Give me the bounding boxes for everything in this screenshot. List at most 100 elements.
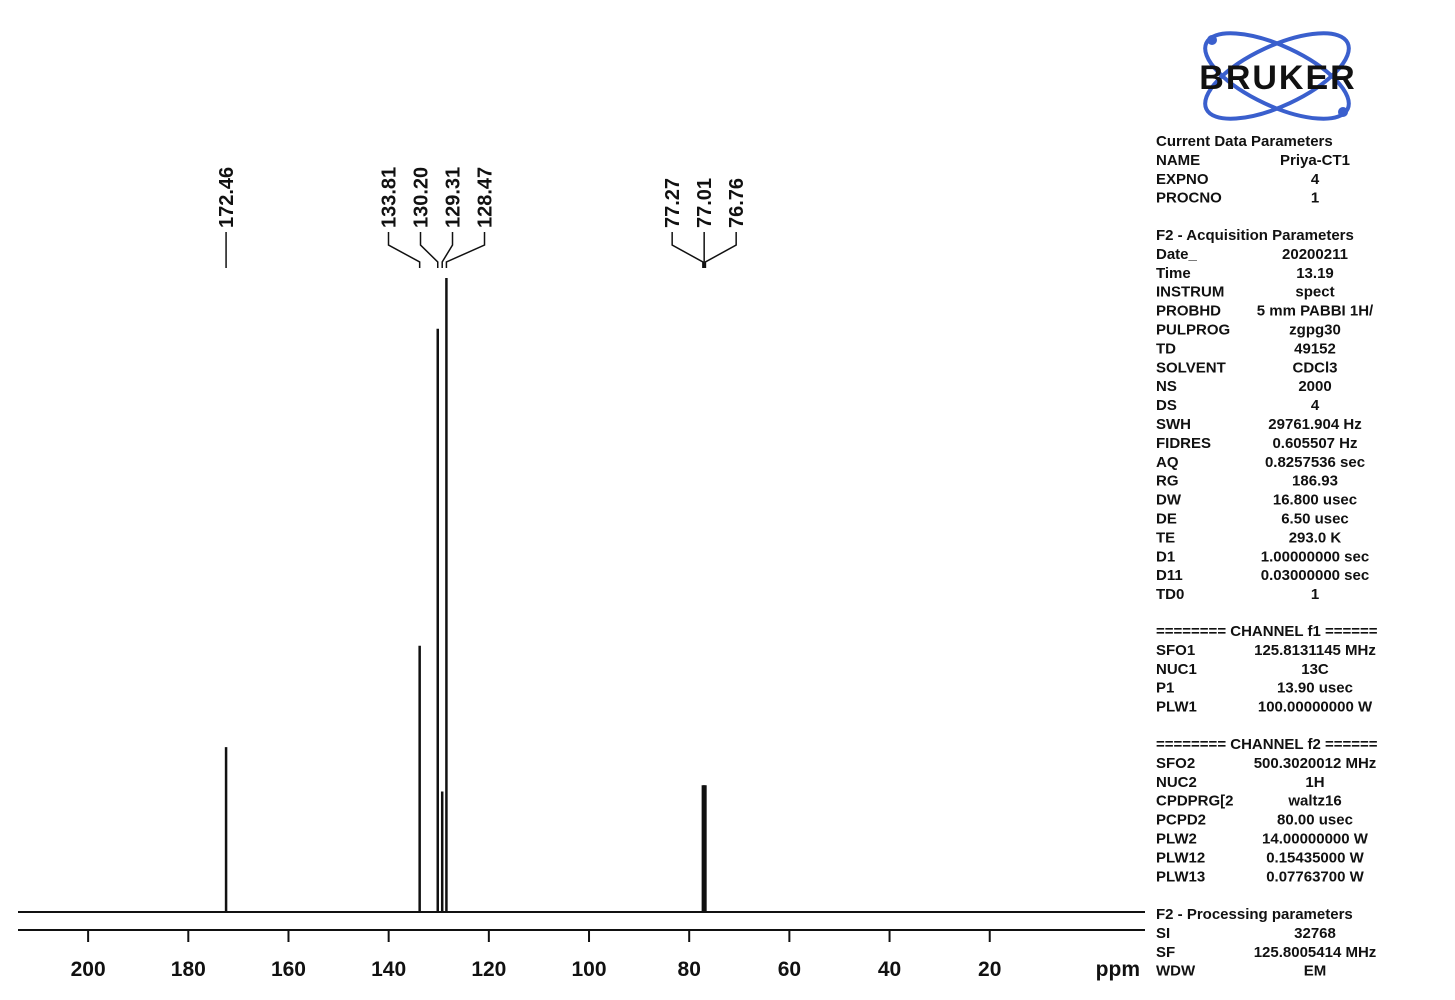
- param-value: 14.00000000 W: [1262, 831, 1369, 848]
- param-key: PCPD2: [1156, 812, 1206, 829]
- param-key: SFO1: [1156, 642, 1195, 659]
- logo-dot: [1338, 107, 1348, 117]
- x-tick-label: 80: [678, 958, 701, 981]
- peak-label: 172.46: [216, 167, 238, 228]
- param-value: 0.15435000 W: [1266, 849, 1364, 866]
- param-key: WDW: [1156, 963, 1196, 980]
- peak-connector: [387, 232, 421, 268]
- param-value: 2000: [1298, 378, 1331, 395]
- param-key: SI: [1156, 925, 1170, 942]
- peak-connector: [441, 232, 454, 268]
- param-value: 4: [1311, 397, 1320, 414]
- param-key: PROBHD: [1156, 303, 1221, 320]
- param-value: spect: [1295, 284, 1334, 301]
- param-key: PLW1: [1156, 699, 1197, 716]
- x-tick-label: 20: [978, 958, 1001, 981]
- param-key: D1: [1156, 548, 1175, 565]
- param-value: zgpg30: [1289, 322, 1341, 339]
- param-value: 20200211: [1282, 246, 1348, 263]
- param-value: 5 mm PABBI 1H/: [1257, 303, 1374, 320]
- param-section-title: F2 - Acquisition Parameters: [1156, 227, 1354, 244]
- param-key: DS: [1156, 397, 1177, 414]
- param-key: EXPNO: [1156, 171, 1209, 188]
- logo: BRUKER: [1199, 31, 1356, 121]
- param-key: PLW2: [1156, 831, 1197, 848]
- param-key: PLW12: [1156, 849, 1205, 866]
- param-value: 100.00000000 W: [1258, 699, 1373, 716]
- peak-label: 76.76: [726, 178, 748, 228]
- param-value: 13C: [1301, 661, 1329, 678]
- x-tick-label: 200: [71, 958, 106, 981]
- param-key: TD: [1156, 340, 1176, 357]
- x-tick-label: 160: [271, 958, 306, 981]
- param-value: 6.50 usec: [1281, 511, 1349, 528]
- peak-label: 133.81: [379, 167, 401, 228]
- param-value: EM: [1304, 963, 1327, 980]
- param-value: 0.605507 Hz: [1272, 435, 1357, 452]
- peak-label: 130.20: [411, 167, 433, 228]
- param-value: CDCl3: [1292, 359, 1337, 376]
- param-key: TD0: [1156, 586, 1184, 603]
- param-value: 1.00000000 sec: [1261, 548, 1369, 565]
- logo-orbit: [1203, 31, 1351, 121]
- param-key: NUC1: [1156, 661, 1197, 678]
- x-tick-label: 120: [471, 958, 506, 981]
- peak-label: 129.31: [443, 167, 465, 228]
- param-key: NS: [1156, 378, 1177, 395]
- peak-label: 77.27: [662, 178, 684, 228]
- peak-connector: [419, 232, 439, 268]
- param-value: 4: [1311, 171, 1320, 188]
- param-key: P1: [1156, 680, 1174, 697]
- param-value: 1: [1311, 586, 1319, 603]
- peak-connector: [445, 232, 486, 268]
- param-key: DE: [1156, 511, 1177, 528]
- param-section-title: ======== CHANNEL f2 ======: [1156, 736, 1378, 753]
- param-value: 293.0 K: [1289, 529, 1342, 546]
- param-key: Date_: [1156, 246, 1198, 263]
- param-value: 0.07763700 W: [1266, 868, 1364, 885]
- x-axis-label: ppm: [1096, 958, 1140, 981]
- param-value: 29761.904 Hz: [1268, 416, 1361, 433]
- param-value: 0.8257536 sec: [1265, 454, 1365, 471]
- param-value: 186.93: [1292, 473, 1338, 490]
- param-key: INSTRUM: [1156, 284, 1224, 301]
- peak-connector: [704, 232, 737, 268]
- param-value: 125.8131145 MHz: [1254, 642, 1376, 659]
- param-value: 16.800 usec: [1273, 492, 1357, 509]
- param-key: NAME: [1156, 152, 1200, 169]
- param-value: 1: [1311, 190, 1319, 207]
- peak-label: 128.47: [475, 167, 497, 228]
- logo-text: BRUKER: [1199, 59, 1356, 97]
- param-key: TE: [1156, 529, 1175, 546]
- logo-dot: [1207, 35, 1217, 45]
- peak-label: 77.01: [694, 178, 716, 228]
- param-value: 13.90 usec: [1277, 680, 1353, 697]
- param-value: 80.00 usec: [1277, 812, 1353, 829]
- x-tick-label: 140: [371, 958, 406, 981]
- param-section-title: ======== CHANNEL f1 ======: [1156, 623, 1378, 640]
- logo-orbit: [1203, 31, 1351, 121]
- param-value: 125.8005414 MHz: [1254, 944, 1377, 961]
- param-key: PULPROG: [1156, 322, 1230, 339]
- param-value: 49152: [1294, 340, 1336, 357]
- param-key: AQ: [1156, 454, 1179, 471]
- param-key: PLW13: [1156, 868, 1205, 885]
- param-value: 500.3020012 MHz: [1254, 755, 1377, 772]
- param-section-title: Current Data Parameters: [1156, 133, 1333, 150]
- param-key: FIDRES: [1156, 435, 1211, 452]
- param-key: RG: [1156, 473, 1179, 490]
- param-key: PROCNO: [1156, 190, 1222, 207]
- param-key: Time: [1156, 265, 1191, 282]
- param-key: DW: [1156, 492, 1182, 509]
- param-key: SOLVENT: [1156, 359, 1226, 376]
- param-value: 32768: [1294, 925, 1336, 942]
- param-value: 1H: [1305, 774, 1324, 791]
- param-value: 0.03000000 sec: [1261, 567, 1369, 584]
- param-key: D11: [1156, 567, 1183, 584]
- x-tick-label: 100: [571, 958, 606, 981]
- x-tick-label: 60: [778, 958, 801, 981]
- param-section-title: F2 - Processing parameters: [1156, 906, 1353, 923]
- param-value: Priya-CT1: [1280, 152, 1350, 169]
- peak-connector: [671, 232, 704, 268]
